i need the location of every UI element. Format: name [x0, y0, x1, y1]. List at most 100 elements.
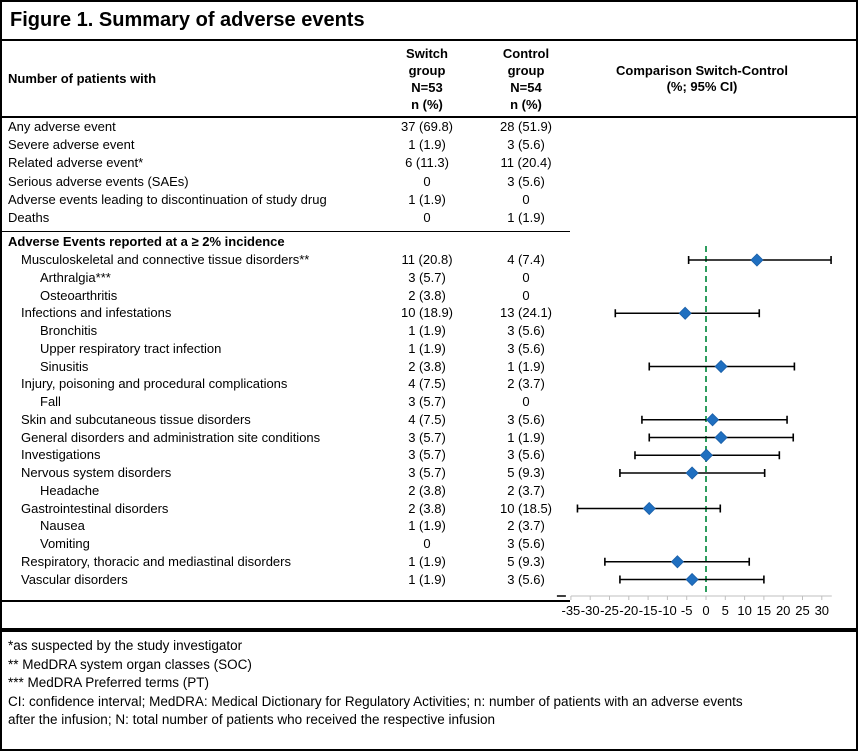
table-row: Gastrointestinal disorders 2 (3.8) 10 (18.… — [2, 500, 570, 518]
switch-value: 2 (3.8) — [408, 482, 446, 498]
table-row: Osteoarthritis 2 (3.8) 0 — [2, 287, 570, 305]
table-bottom-divider — [2, 600, 570, 602]
row-label: Headache — [40, 482, 100, 498]
estimate-marker — [670, 555, 685, 569]
control-value: 28 (51.9) — [499, 119, 553, 134]
switch-value: 0 — [423, 536, 431, 551]
row-label: Skin and subcutaneous tissue disorders — [21, 411, 251, 427]
control-value: 0 — [522, 394, 530, 409]
table-row: Vomiting 0 3 (5.6) — [2, 535, 570, 553]
header-control-line: group — [507, 63, 545, 78]
header-comparison: Comparison Switch-Control (%; 95% CI) — [592, 63, 812, 95]
table-row: Investigations 3 (5.7) 3 (5.6) — [2, 446, 570, 464]
estimate-marker — [678, 306, 692, 320]
footnote: CI: confidence interval; MedDRA: Medical… — [8, 693, 743, 709]
control-value: 5 (9.3) — [507, 465, 545, 480]
x-tick-label: 0 — [702, 603, 709, 618]
row-label: Deaths — [8, 210, 50, 225]
header-switch-group: Switch group N=53 n (%) — [387, 45, 467, 113]
switch-value: 2 (3.8) — [408, 358, 446, 374]
x-tick-label: 5 — [722, 603, 729, 618]
row-label: Nausea — [40, 518, 85, 534]
footnote: after the infusion; N: total number of p… — [8, 712, 496, 727]
row-label: Osteoarthritis — [40, 287, 118, 303]
section-title-row: Adverse Events reported at a ≥ 2% incide… — [2, 233, 570, 251]
header-control-line: Control — [502, 46, 550, 61]
x-tick-label: -5 — [681, 603, 693, 618]
table-row: Headache 2 (3.8) 2 (3.7) — [2, 482, 570, 500]
control-value: 0 — [522, 191, 530, 207]
control-value: 3 (5.6) — [507, 536, 545, 551]
title-divider — [2, 39, 856, 41]
switch-value: 10 (18.9) — [400, 305, 454, 321]
switch-value: 3 (5.7) — [408, 447, 446, 463]
row-label: Gastrointestinal disorders — [21, 500, 169, 516]
control-value: 1 (1.9) — [507, 358, 545, 374]
header-comparison-line: Comparison Switch-Control — [616, 63, 788, 78]
row-label: Injury, poisoning and procedural complic… — [21, 376, 288, 392]
estimate-marker — [750, 253, 764, 267]
switch-value: 1 (1.9) — [408, 571, 446, 587]
header-control-group: Control group N=54 n (%) — [481, 45, 571, 113]
row-label: Fall — [40, 394, 61, 409]
estimate-marker — [642, 501, 656, 516]
switch-value: 1 (1.9) — [408, 191, 446, 207]
estimate-marker — [685, 466, 699, 480]
table-row: Musculoskeletal and connective tissue di… — [2, 251, 570, 269]
control-value: 3 (5.6) — [507, 173, 545, 189]
x-tick-label: -10 — [658, 603, 677, 618]
table-row: Upper respiratory tract infection 1 (1.9)… — [2, 340, 570, 358]
switch-value: 1 (1.9) — [408, 518, 446, 534]
row-label: Any adverse event — [8, 119, 116, 134]
footnote: *as suspected by the study investigator — [8, 638, 243, 653]
switch-value: 4 (7.5) — [408, 376, 446, 392]
table-row: Adverse events leading to discontinuatio… — [2, 191, 570, 209]
header-control-line: n (%) — [510, 97, 542, 112]
row-label: Infections and infestations — [21, 305, 172, 321]
row-label: Nervous system disorders — [21, 465, 172, 480]
table-row: Bronchitis 1 (1.9) 3 (5.6) — [2, 322, 570, 340]
row-label: Related adverse event* — [8, 155, 144, 171]
estimate-marker — [714, 359, 728, 374]
table-row: Respiratory, thoracic and mediastinal di… — [2, 553, 570, 571]
switch-value: 11 (20.8) — [401, 252, 453, 267]
row-label: Vomiting — [40, 536, 90, 551]
control-value: 2 (3.7) — [507, 482, 545, 498]
row-label: General disorders and administration sit… — [21, 429, 321, 445]
x-tick-label: -20 — [619, 603, 638, 618]
x-tick-label: -35 — [562, 603, 581, 618]
table-row: Arthralgia*** 3 (5.7) 0 — [2, 269, 570, 287]
control-value: 3 (5.6) — [507, 411, 545, 427]
switch-value: 4 (7.5) — [408, 411, 446, 427]
section-title: Adverse Events reported at a ≥ 2% incide… — [8, 234, 285, 249]
switch-value: 1 (1.9) — [408, 323, 446, 338]
x-tick-label: 25 — [795, 603, 809, 618]
switch-value: 3 (5.7) — [408, 429, 446, 445]
control-value: 10 (18.5) — [499, 500, 553, 516]
switch-value: 37 (69.8) — [400, 119, 454, 134]
row-label: Serious adverse events (SAEs) — [8, 173, 189, 189]
row-label: Vascular disorders — [21, 571, 128, 587]
table-row: Sinusitis 2 (3.8) 1 (1.9) — [2, 358, 570, 376]
switch-value: 3 (5.7) — [408, 394, 446, 409]
switch-value: 2 (3.8) — [408, 287, 446, 303]
table-row: Nausea 1 (1.9) 2 (3.7) — [2, 517, 570, 535]
control-value: 1 (1.9) — [507, 210, 545, 225]
header-switch-line: group — [408, 63, 446, 78]
table-row: Injury, poisoning and procedural complic… — [2, 375, 570, 393]
section-divider — [2, 231, 570, 232]
control-value: 5 (9.3) — [507, 553, 545, 569]
switch-value: 1 (1.9) — [408, 137, 446, 153]
control-value: 3 (5.6) — [507, 137, 545, 153]
table-row: General disorders and administration sit… — [2, 429, 570, 447]
switch-value: 2 (3.8) — [408, 500, 446, 516]
switch-value: 0 — [423, 210, 431, 225]
estimate-marker — [699, 448, 713, 462]
row-label: Adverse events leading to discontinuatio… — [8, 191, 327, 207]
footnote: ** MedDRA system organ classes (SOC) — [8, 656, 252, 672]
table-row: Vascular disorders 1 (1.9) 3 (5.6) — [2, 571, 570, 589]
switch-value: 1 (1.9) — [408, 553, 446, 569]
figure-frame: Figure 1. Summary of adverse events Numb… — [0, 0, 858, 630]
x-tick-label: -30 — [581, 603, 600, 618]
header-divider — [2, 116, 856, 118]
